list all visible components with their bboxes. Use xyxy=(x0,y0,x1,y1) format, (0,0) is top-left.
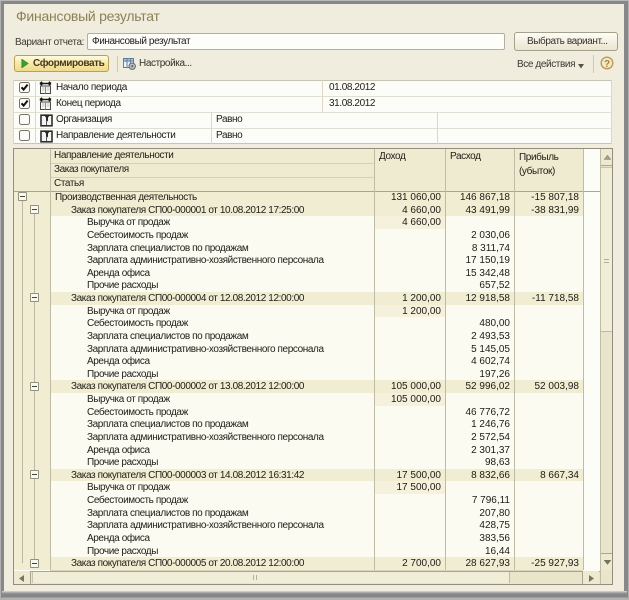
svg-text:?: ? xyxy=(604,59,610,70)
